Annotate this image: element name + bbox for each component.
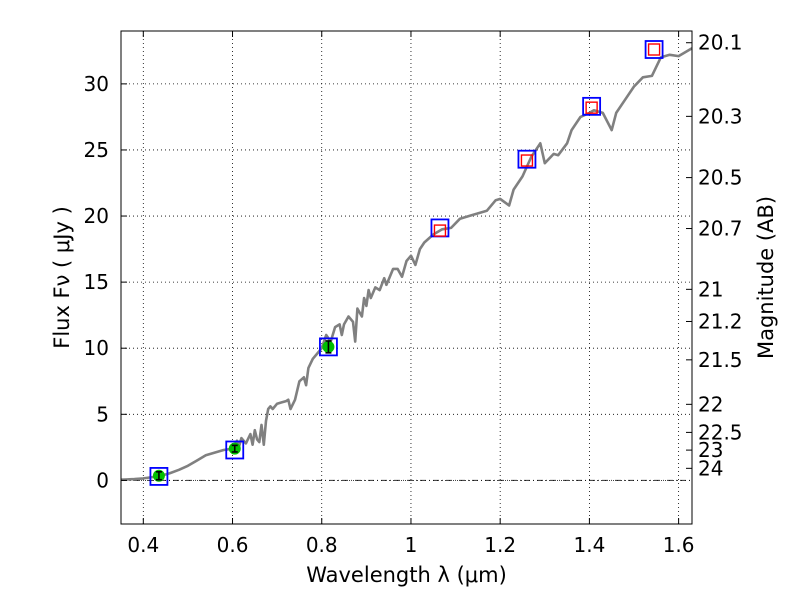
y-axis-title: Flux Fν ( μJy ) (50, 206, 74, 349)
model-band-square (644, 40, 664, 59)
magnitude-tick-label: 20.5 (698, 166, 743, 190)
model-band-square (225, 440, 245, 460)
magnitude-tick-label: 22 (698, 392, 723, 416)
upper-limit-square (647, 43, 661, 56)
magnitude-tick-label: 20.3 (698, 104, 743, 128)
x-tick-label: 1 (405, 533, 418, 557)
x-tick-label: 0.8 (306, 533, 338, 557)
model-band-square (319, 337, 338, 357)
axis-ticks: 0.4 0.6 0.8 1 1.2 1.4 1.6 0 5 10 15 20 25 30 20.1 20.3 2… (84, 31, 743, 557)
model-band-square (517, 149, 537, 169)
y-tick-label: 5 (96, 402, 109, 426)
x-tick-label: 1.2 (484, 533, 516, 557)
y-tick-label: 0 (96, 468, 109, 492)
magnitude-tick-label: 21.5 (698, 348, 743, 372)
magnitude-tick-label: 21 (698, 277, 723, 301)
upper-limit-square (433, 224, 447, 237)
upper-limit-square (520, 154, 534, 167)
x-axis-title: Wavelength λ (μm) (306, 563, 507, 587)
upper-limit-square (585, 101, 598, 114)
magnitude-tick-label: 24 (698, 456, 723, 480)
magnitude-tick-label: 20.7 (698, 217, 743, 241)
model-band-square (149, 467, 169, 486)
photometry-markers (149, 40, 664, 486)
y-tick-label: 30 (84, 72, 109, 96)
model-band-square (582, 96, 602, 116)
y-tick-label: 25 (84, 138, 109, 162)
x-tick-label: 1.4 (573, 533, 605, 557)
sed-model-line (120, 47, 693, 481)
magnitude-tick-label: 23 (698, 438, 723, 462)
magnitude-tick-label: 20.1 (698, 31, 743, 55)
magnitude-tick-label: 21.2 (698, 309, 743, 333)
sed-line-layer (120, 47, 693, 481)
magnitude-tick-label: 22.5 (698, 420, 743, 444)
x-tick-label: 0.4 (127, 533, 159, 557)
plot-frame (120, 30, 693, 525)
x-tick-label: 0.6 (217, 533, 249, 557)
y-tick-label: 10 (84, 336, 109, 360)
magnitude-axis-title: Magnitude (AB) (754, 196, 778, 359)
grid (121, 31, 692, 524)
y-tick-label: 15 (84, 270, 109, 294)
y-tick-label: 20 (84, 204, 109, 228)
x-tick-label: 1.6 (663, 533, 695, 557)
